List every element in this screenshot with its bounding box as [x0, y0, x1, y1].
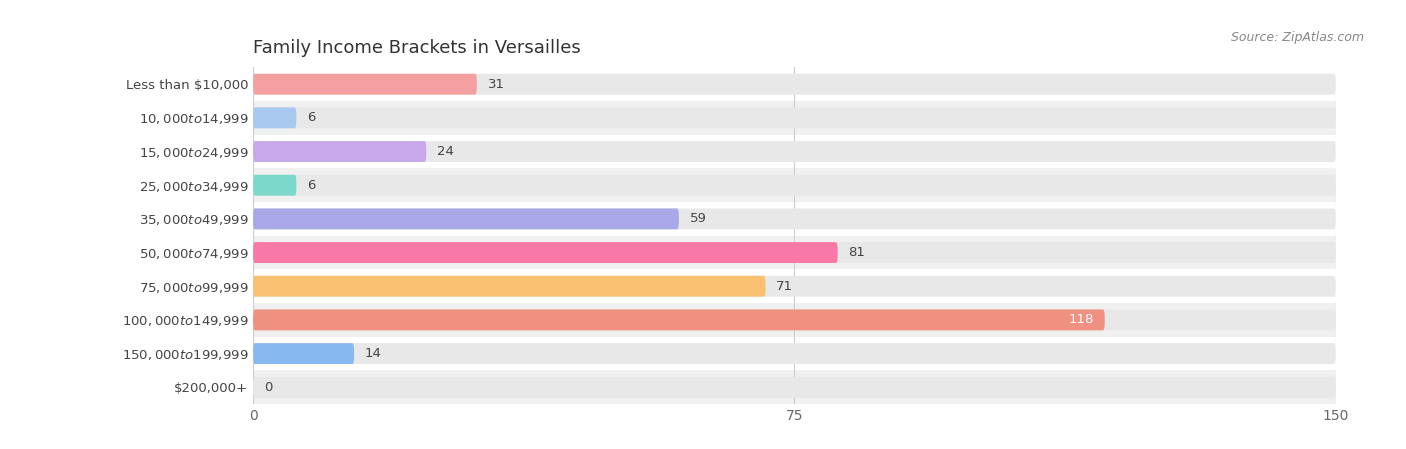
- FancyBboxPatch shape: [253, 101, 1336, 135]
- FancyBboxPatch shape: [253, 242, 838, 263]
- FancyBboxPatch shape: [253, 309, 1105, 330]
- FancyBboxPatch shape: [253, 175, 1336, 196]
- FancyBboxPatch shape: [253, 141, 1336, 162]
- FancyBboxPatch shape: [253, 343, 1336, 364]
- Text: 31: 31: [488, 78, 505, 91]
- FancyBboxPatch shape: [253, 107, 1336, 128]
- Text: 24: 24: [437, 145, 454, 158]
- FancyBboxPatch shape: [253, 67, 1336, 101]
- FancyBboxPatch shape: [253, 370, 1336, 404]
- FancyBboxPatch shape: [253, 276, 765, 297]
- Text: 14: 14: [366, 347, 382, 360]
- FancyBboxPatch shape: [253, 343, 354, 364]
- FancyBboxPatch shape: [253, 269, 1336, 303]
- Text: 59: 59: [690, 212, 707, 225]
- FancyBboxPatch shape: [253, 135, 1336, 168]
- FancyBboxPatch shape: [253, 141, 426, 162]
- Text: Source: ZipAtlas.com: Source: ZipAtlas.com: [1230, 31, 1364, 44]
- FancyBboxPatch shape: [253, 168, 1336, 202]
- FancyBboxPatch shape: [253, 175, 297, 196]
- FancyBboxPatch shape: [253, 202, 1336, 236]
- FancyBboxPatch shape: [253, 236, 1336, 269]
- FancyBboxPatch shape: [253, 337, 1336, 370]
- FancyBboxPatch shape: [253, 107, 297, 128]
- FancyBboxPatch shape: [253, 303, 1336, 337]
- FancyBboxPatch shape: [253, 276, 1336, 297]
- FancyBboxPatch shape: [253, 208, 679, 229]
- Text: 81: 81: [849, 246, 866, 259]
- Text: 6: 6: [308, 179, 315, 192]
- FancyBboxPatch shape: [253, 309, 1336, 330]
- Text: 118: 118: [1069, 313, 1094, 326]
- FancyBboxPatch shape: [253, 208, 1336, 229]
- FancyBboxPatch shape: [253, 377, 1336, 398]
- Text: 0: 0: [264, 381, 273, 394]
- Text: Family Income Brackets in Versailles: Family Income Brackets in Versailles: [253, 40, 581, 57]
- Text: 71: 71: [776, 280, 793, 293]
- FancyBboxPatch shape: [253, 74, 477, 95]
- FancyBboxPatch shape: [253, 74, 1336, 95]
- Text: 6: 6: [308, 111, 315, 124]
- FancyBboxPatch shape: [253, 242, 1336, 263]
